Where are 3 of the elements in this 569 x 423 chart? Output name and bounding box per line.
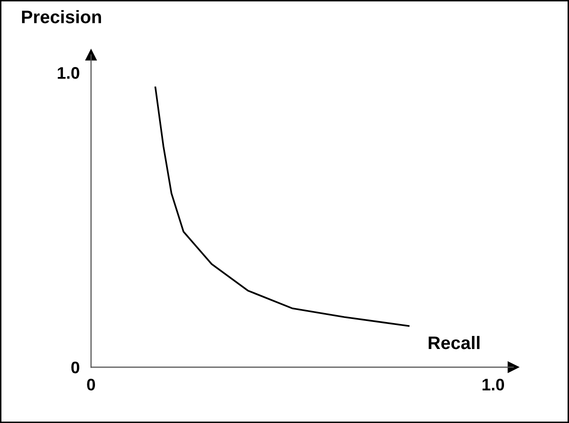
y-axis-title: Precision <box>22 10 102 24</box>
x-axis-title: Recall <box>428 336 480 350</box>
line-series <box>154 86 410 327</box>
